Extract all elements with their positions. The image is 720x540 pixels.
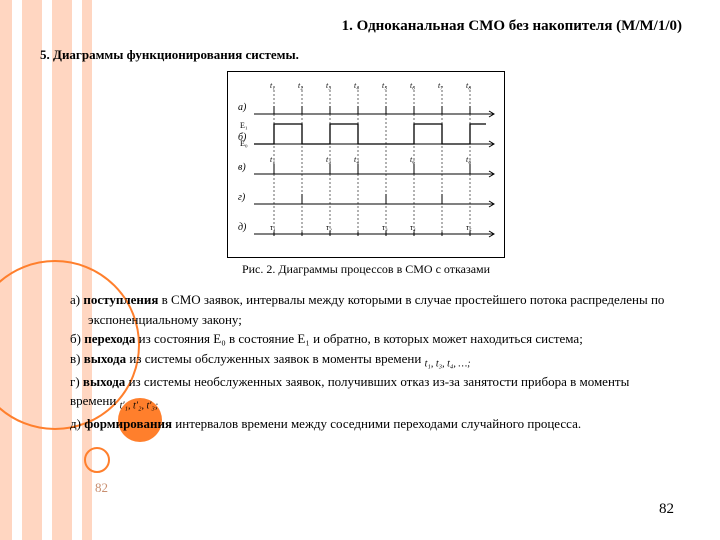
svg-text:в): в) xyxy=(238,162,246,173)
timing-diagram: а)tt₁t₂t₃t₄t₅t₆t₇t₈б)tE₁E₀в)tt₁t₃t₄t₆t₈г… xyxy=(227,71,505,258)
page-title: 1. Одноканальная СМО без накопителя (M/M… xyxy=(40,18,682,35)
svg-text:г): г) xyxy=(238,192,246,203)
svg-text:t₈: t₈ xyxy=(466,155,471,164)
svg-text:t₃: t₃ xyxy=(326,155,331,164)
decor-circle-small xyxy=(84,447,110,473)
svg-text:t₈: t₈ xyxy=(466,81,471,90)
svg-text:t₆: t₆ xyxy=(410,81,415,90)
svg-text:τ₄: τ₄ xyxy=(410,223,416,232)
svg-text:E₁: E₁ xyxy=(240,121,248,130)
svg-text:д): д) xyxy=(238,222,247,233)
svg-text:τ₃: τ₃ xyxy=(382,223,388,232)
decor-page-number: 82 xyxy=(95,480,108,496)
diagram-caption: Рис. 2. Диаграммы процессов в СМО с отка… xyxy=(40,262,692,277)
body-text: а) поступления в СМО заявок, интервалы м… xyxy=(40,291,692,433)
svg-text:t₇: t₇ xyxy=(438,81,443,90)
svg-text:t₂: t₂ xyxy=(298,81,303,90)
svg-text:t₄: t₄ xyxy=(354,81,359,90)
svg-text:t₁: t₁ xyxy=(270,81,275,90)
page-number: 82 xyxy=(659,501,674,518)
svg-text:τ₁: τ₁ xyxy=(270,223,276,232)
svg-text:t₄: t₄ xyxy=(354,155,359,164)
svg-text:E₀: E₀ xyxy=(240,139,248,148)
svg-text:τ₅: τ₅ xyxy=(466,223,472,232)
svg-text:t₁: t₁ xyxy=(270,155,275,164)
svg-text:t₃: t₃ xyxy=(326,81,331,90)
svg-text:t₅: t₅ xyxy=(382,81,387,90)
svg-text:t₆: t₆ xyxy=(410,155,415,164)
svg-text:а): а) xyxy=(238,102,247,113)
section-subhead: 5. Диаграммы функционирования системы. xyxy=(40,47,692,63)
svg-text:τ₂: τ₂ xyxy=(326,223,332,232)
